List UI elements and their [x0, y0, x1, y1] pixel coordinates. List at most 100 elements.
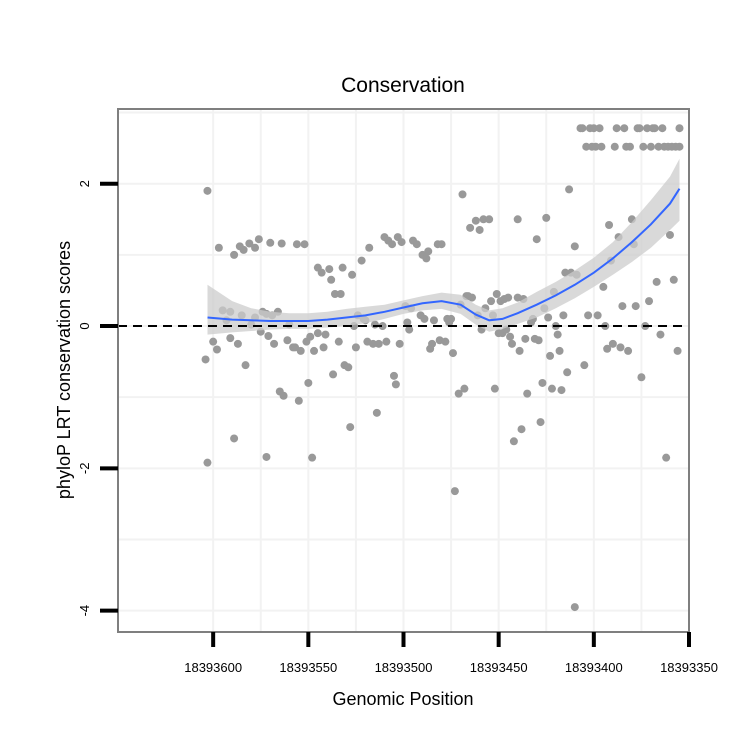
plot-area: 18393600 18393550 18393500 18393450 18393400…: [77, 108, 718, 675]
data-point: [538, 378, 547, 387]
data-point: [468, 293, 477, 302]
data-point: [536, 418, 545, 427]
data-point: [504, 293, 513, 302]
smooth-line: [207, 188, 681, 322]
data-point: [454, 389, 463, 398]
data-point: [382, 337, 391, 346]
data-point: [321, 330, 330, 339]
y-tick-label: 2: [77, 180, 92, 187]
data-point: [553, 330, 562, 339]
data-point: [369, 339, 378, 348]
data-point: [262, 452, 271, 461]
data-point: [637, 373, 646, 382]
data-point: [201, 355, 210, 364]
data-point: [521, 334, 530, 343]
data-point: [485, 215, 494, 224]
data-point: [325, 265, 334, 274]
data-point: [631, 302, 640, 311]
data-point: [673, 346, 682, 355]
data-point: [645, 297, 654, 306]
data-point: [639, 142, 648, 151]
data-point: [389, 371, 398, 380]
data-point: [296, 346, 305, 355]
data-point: [338, 263, 347, 272]
data-point: [546, 351, 555, 360]
data-point: [547, 384, 556, 393]
data-point: [203, 186, 212, 195]
data-point: [646, 142, 655, 151]
data-point: [310, 346, 319, 355]
data-point: [652, 277, 661, 286]
data-point: [447, 314, 456, 323]
data-point: [422, 254, 431, 263]
data-point: [458, 190, 467, 199]
x-tick-label: 18393450: [470, 660, 528, 675]
data-point: [561, 268, 570, 277]
data-point: [241, 361, 250, 370]
data-point: [513, 215, 522, 224]
data-point: [559, 311, 568, 320]
data-point: [230, 434, 239, 443]
data-point: [605, 220, 614, 229]
data-point: [346, 423, 355, 432]
data-point: [620, 124, 629, 133]
data-point: [603, 344, 612, 353]
x-tick-label: 18393350: [660, 660, 718, 675]
x-tick-label: 18393550: [279, 660, 337, 675]
data-point: [595, 124, 604, 133]
data-point: [233, 339, 242, 348]
data-point: [429, 316, 438, 325]
data-point: [214, 243, 223, 252]
data-point: [555, 346, 564, 355]
data-point: [523, 389, 532, 398]
data-point: [279, 391, 288, 400]
data-point: [334, 337, 343, 346]
data-point: [509, 437, 518, 446]
data-point: [618, 302, 627, 311]
data-point: [403, 318, 412, 327]
data-point: [589, 124, 598, 133]
data-point: [329, 370, 338, 379]
data-point: [492, 290, 501, 299]
data-point: [270, 339, 279, 348]
data-point: [420, 314, 429, 323]
data-point: [557, 386, 566, 395]
data-point: [370, 320, 379, 329]
data-point: [308, 453, 317, 462]
data-point: [593, 311, 602, 320]
data-point: [656, 330, 665, 339]
data-point: [650, 124, 659, 133]
data-point: [397, 238, 406, 247]
data-point: [357, 256, 366, 265]
data-point: [336, 290, 345, 299]
data-point: [372, 408, 381, 417]
data-point: [378, 322, 387, 331]
data-point: [251, 243, 260, 252]
data-point: [254, 235, 263, 244]
data-point: [441, 337, 450, 346]
data-point: [563, 368, 572, 377]
data-point: [304, 378, 313, 387]
data-point: [487, 297, 496, 306]
data-point: [317, 268, 326, 277]
data-point: [327, 275, 336, 284]
data-point: [534, 336, 543, 345]
data-point: [266, 238, 275, 247]
data-point: [610, 142, 619, 151]
x-axis-label: Genomic Position: [332, 689, 473, 709]
data-point: [475, 225, 484, 234]
data-point: [319, 343, 328, 352]
data-point: [313, 329, 322, 338]
data-point: [388, 240, 397, 249]
data-point: [643, 124, 652, 133]
data-point: [292, 240, 301, 249]
data-point: [517, 425, 526, 434]
data-point: [460, 384, 469, 393]
data-point: [580, 361, 589, 370]
data-point: [675, 142, 684, 151]
data-point: [624, 346, 633, 355]
data-point: [665, 230, 674, 239]
data-point: [351, 343, 360, 352]
y-tick-label: -2: [77, 463, 92, 475]
